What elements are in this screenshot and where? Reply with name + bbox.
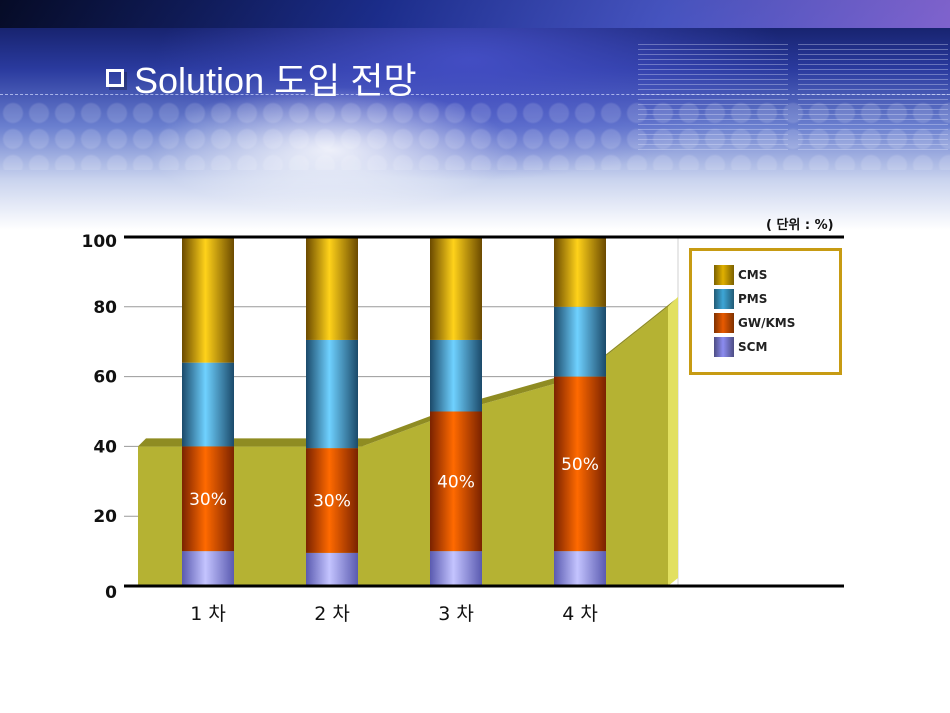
banner-decorative-text-right [798, 44, 948, 154]
bar-segment-pms [182, 362, 234, 447]
bar-segment-cms [554, 237, 606, 307]
x-tick-label: 1 차 [190, 603, 226, 625]
legend-swatch [714, 289, 734, 309]
legend-item: CMS [714, 265, 767, 285]
bar-segment-gw-kms [430, 411, 482, 552]
bar-segment-cms [182, 237, 234, 363]
bar-segment-scm [554, 551, 606, 586]
x-tick-label: 4 차 [562, 603, 598, 625]
banner-dot-pattern [0, 100, 950, 170]
legend-label: SCM [738, 340, 768, 354]
slide-title: Solution 도입 전망 [134, 60, 417, 101]
legend-swatch [714, 337, 734, 357]
bar-segment-cms [430, 237, 482, 340]
x-tick-label: 2 차 [314, 603, 350, 625]
data-label: 30% [189, 490, 227, 510]
legend-item: SCM [714, 337, 767, 357]
bar-segment-cms [306, 237, 358, 340]
bar-segment-gw-kms [182, 446, 234, 552]
y-tick-label: 40 [93, 437, 117, 457]
bar-segment-pms [430, 339, 482, 412]
bar-segment-scm [306, 552, 358, 586]
y-tick-label: 100 [82, 232, 118, 252]
bar-segment-scm [182, 551, 234, 586]
bar-segment-pms [306, 339, 358, 449]
y-tick-label: 60 [93, 368, 117, 388]
unit-label: ( 단위 : %) [766, 218, 834, 233]
legend-label: PMS [738, 292, 768, 306]
slide-title-row: Solution 도입 전망 [106, 56, 417, 101]
header-banner [0, 0, 950, 230]
legend-swatch [714, 265, 734, 285]
banner-decorative-text-left [638, 44, 788, 154]
axis-layer [124, 235, 844, 588]
data-label: 50% [561, 455, 599, 475]
legend-swatch [714, 313, 734, 333]
background-area-front [138, 306, 668, 586]
y-tick-label: 80 [93, 298, 117, 318]
bar-segment-gw-kms [554, 376, 606, 552]
banner-dashed-line [0, 94, 950, 95]
banner-top-strip [0, 0, 950, 28]
data-label: 30% [313, 491, 351, 511]
background-area-side [668, 296, 678, 586]
legend-label: CMS [738, 268, 768, 282]
x-tick-label: 3 차 [438, 603, 474, 625]
legend-item: GW/KMS [714, 313, 795, 333]
chart-legend: CMS PMS GW/KMS SCM [689, 248, 842, 375]
y-tick-label: 0 [105, 583, 117, 603]
data-label: 40% [437, 472, 475, 492]
legend-item: PMS [714, 289, 767, 309]
legend-label: GW/KMS [738, 316, 796, 330]
y-tick-label: 20 [93, 507, 117, 527]
label-layer: 30% 1 차 30% 2 차 40% 3 차 50% 4 차 0 20 40 60 80 100 [82, 232, 599, 625]
background-area-layer [138, 296, 678, 586]
checkbox-bullet-icon [106, 69, 124, 87]
bar-segment-pms [554, 306, 606, 377]
bar-segment-scm [430, 551, 482, 586]
bar-layer [182, 237, 606, 586]
bar-segment-gw-kms [306, 448, 358, 553]
